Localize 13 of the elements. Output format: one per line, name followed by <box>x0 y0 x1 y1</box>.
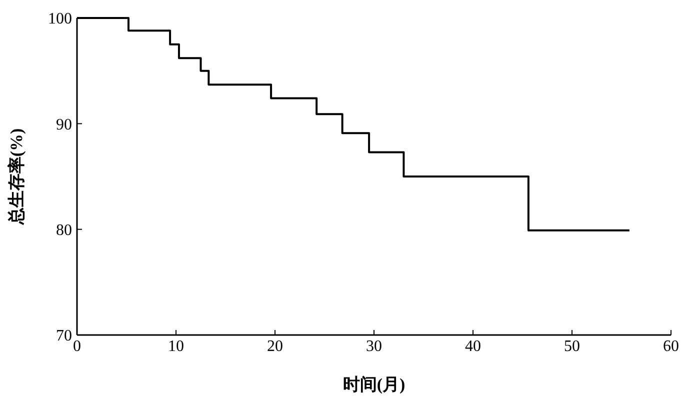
x-tick-label: 60 <box>663 338 679 355</box>
x-tick-label: 30 <box>366 338 382 355</box>
y-tick-label: 70 <box>56 328 72 345</box>
x-tick-label: 20 <box>267 338 283 355</box>
x-tick-label: 40 <box>465 338 481 355</box>
x-axis-title: 时间(月) <box>342 375 406 394</box>
y-tick-label: 80 <box>56 222 72 239</box>
y-axis-title: 总生存率(%) <box>7 128 26 226</box>
x-tick-label: 50 <box>564 338 580 355</box>
y-tick-label: 100 <box>48 10 72 28</box>
x-tick-label: 10 <box>168 338 184 355</box>
y-tick-label: 90 <box>56 116 72 134</box>
x-tick-label: 0 <box>73 338 81 355</box>
